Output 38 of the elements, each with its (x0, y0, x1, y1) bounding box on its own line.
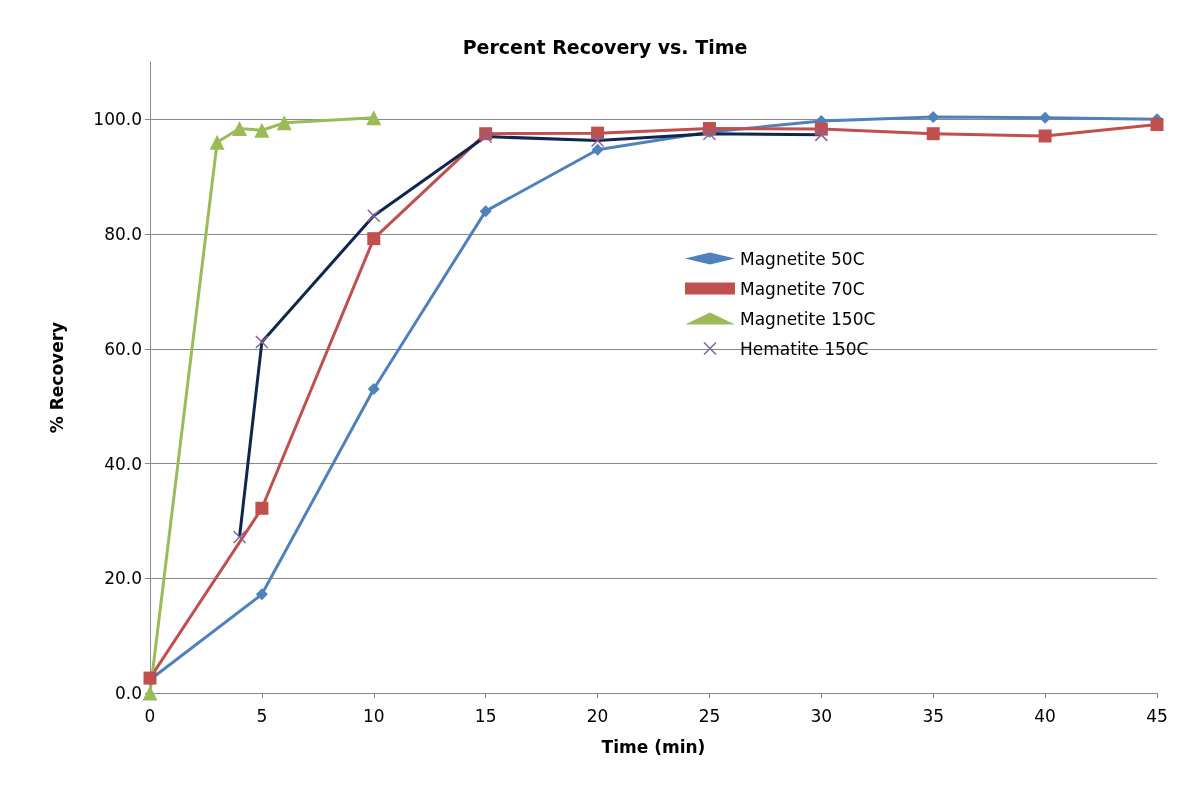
point (142, 685, 158, 701)
point (367, 232, 381, 246)
x-tick-label: 40 (1034, 705, 1056, 726)
point (926, 127, 940, 141)
y-axis-title: % Recovery (46, 321, 67, 434)
x-axis-title: Time (min) (601, 736, 706, 757)
y-tick-label: 80.0 (104, 224, 142, 245)
legend-label: Magnetite 50C (740, 248, 865, 269)
x-tick-label: 30 (810, 705, 833, 726)
legend-label: Hematite 150C (740, 338, 869, 359)
point (254, 122, 270, 138)
x-tick-label: 5 (256, 705, 268, 726)
x-tick-label: 25 (698, 705, 721, 726)
point (591, 143, 604, 156)
y-tick-label: 20.0 (104, 568, 142, 589)
x-tick-label: 15 (474, 705, 497, 726)
x-tick-label: 0 (144, 705, 156, 726)
point (276, 115, 292, 131)
point (1150, 118, 1164, 132)
point (209, 134, 225, 150)
point (255, 588, 268, 601)
y-tick-label: 60.0 (104, 338, 142, 359)
point (367, 382, 380, 395)
chart-title: Percent Recovery vs. Time (462, 35, 748, 58)
legend-label: Magnetite 70C (740, 278, 865, 299)
y-tick-label: 100.0 (93, 109, 142, 130)
y-tick-label: 40.0 (104, 453, 142, 474)
point (366, 110, 382, 126)
point (479, 205, 492, 218)
y-tick-label: 0.0 (114, 683, 142, 703)
x-tick-label: 45 (1146, 705, 1168, 726)
point (255, 501, 269, 515)
point (1038, 129, 1052, 143)
x-tick-label: 20 (586, 705, 609, 726)
x-tick-label: 10 (362, 705, 385, 726)
point (232, 121, 248, 137)
x-tick-label: 35 (922, 705, 945, 726)
legend-label: Magnetite 150C (740, 308, 876, 329)
